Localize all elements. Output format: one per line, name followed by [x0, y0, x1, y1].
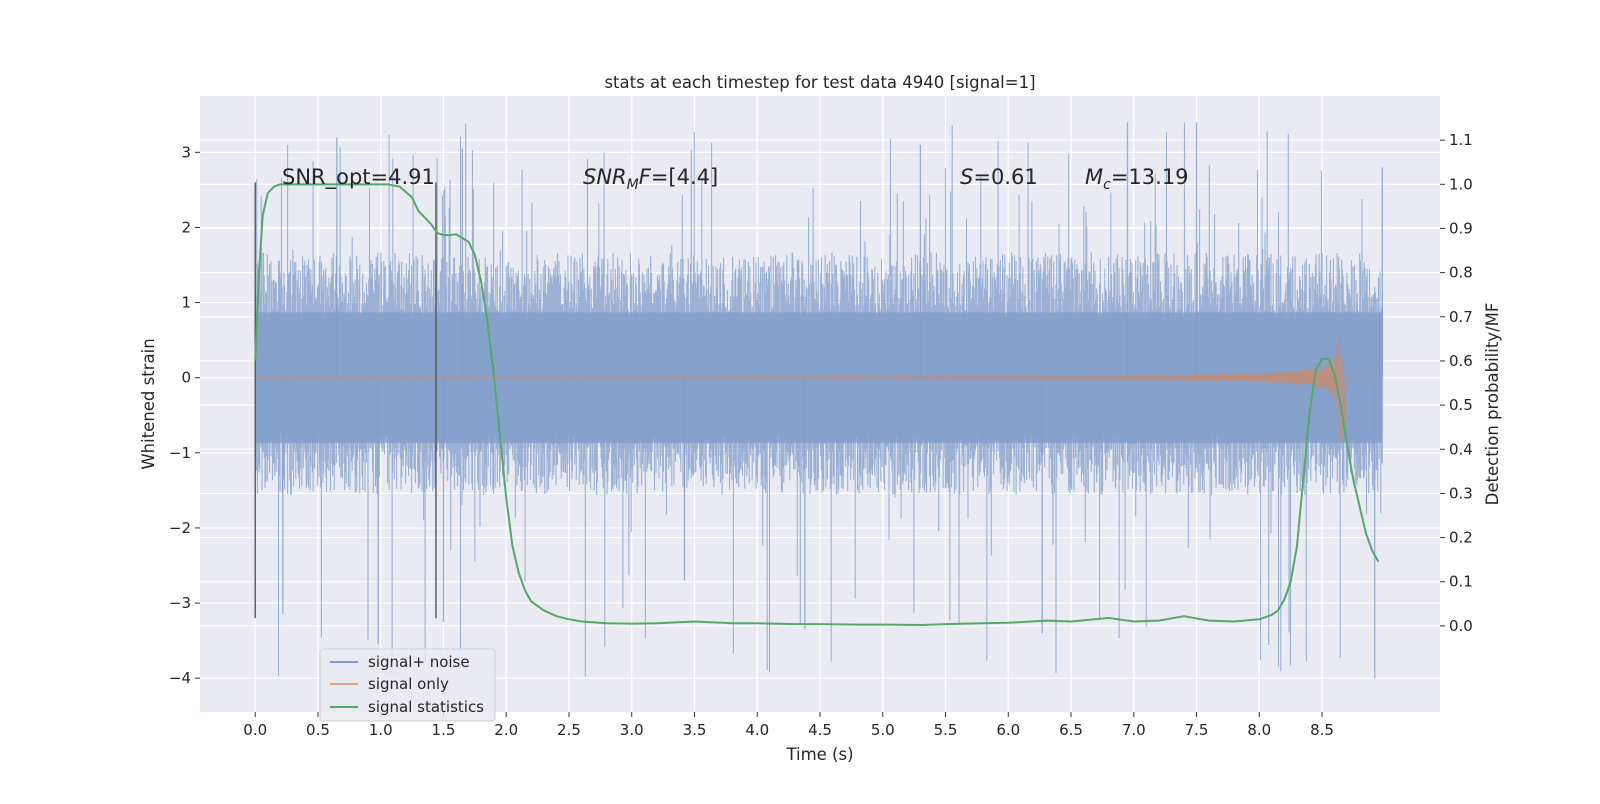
y-left-tick-label-1: 2	[181, 218, 191, 236]
x-tick-label-2: 1.0	[369, 721, 393, 739]
legend: signal+ noise signal only signal statist…	[319, 648, 496, 722]
y-right-tick-label-1: 1.0	[1449, 175, 1473, 193]
y-right-tick-label-9: 0.2	[1449, 529, 1473, 547]
y-left-tick-label-4: −1	[169, 444, 191, 462]
x-tick-label-5: 2.5	[557, 721, 581, 739]
y-right-tick-label-0: 1.1	[1449, 131, 1473, 149]
y-right-tick-label-6: 0.5	[1449, 396, 1473, 414]
axis-ticks: 0.0 0.5 1.0 1.5 2.0 2.5 3.0 3.5 4.0 4.5 5.0 5.5 6.0 6…	[169, 131, 1473, 739]
x-tick-label-8: 4.0	[745, 721, 769, 739]
y-left-tick-label-5: −2	[169, 519, 191, 537]
annotation-mc: Mc=13.19	[1085, 165, 1189, 193]
y-left-tick-label-6: −3	[169, 594, 191, 612]
y-axis-label-right: Detection probability/MF	[1483, 303, 1502, 506]
legend-box	[319, 648, 496, 722]
x-tick-label-7: 3.5	[683, 721, 707, 739]
x-axis-label: Time (s)	[785, 745, 853, 764]
x-tick-label-1: 0.5	[306, 721, 330, 739]
legend-label-signal: signal only	[368, 675, 449, 693]
x-tick-label-4: 2.0	[494, 721, 518, 739]
x-tick-label-0: 0.0	[243, 721, 267, 739]
y-right-tick-label-8: 0.3	[1449, 484, 1473, 502]
y-left-tick-label-2: 1	[181, 294, 191, 312]
annotation-s: S=0.61	[960, 165, 1038, 189]
y-right-tick-label-5: 0.6	[1449, 352, 1473, 370]
x-tick-label-6: 3.0	[620, 721, 644, 739]
y-left-tick-label-0: 3	[181, 143, 191, 161]
legend-label-noise: signal+ noise	[368, 653, 470, 671]
y-right-tick-label-2: 0.9	[1449, 219, 1473, 237]
y-right-tick-label-4: 0.7	[1449, 308, 1473, 326]
signal-statistics-line	[254, 183, 1380, 627]
x-tick-label-3: 1.5	[432, 721, 456, 739]
x-tick-label-14: 7.0	[1122, 721, 1146, 739]
legend-label-stats: signal statistics	[368, 698, 484, 716]
y-right-tick-label-11: 0.0	[1449, 617, 1473, 635]
signal-statistics-series	[254, 183, 1380, 627]
annotation-snr-opt: SNR_opt=4.91	[282, 165, 435, 190]
x-tick-label-13: 6.5	[1059, 721, 1083, 739]
x-tick-label-16: 8.0	[1247, 721, 1271, 739]
x-tick-label-15: 7.5	[1185, 721, 1209, 739]
annotations: SNR_opt=4.91 SNRMF=[4.4] S=0.61 Mc=13.19	[282, 165, 1189, 193]
y-right-tick-label-10: 0.1	[1449, 573, 1473, 591]
x-tick-label-10: 5.0	[871, 721, 895, 739]
y-left-tick-label-3: 0	[181, 369, 191, 387]
y-right-tick-label-7: 0.4	[1449, 440, 1473, 458]
x-tick-label-17: 8.5	[1310, 721, 1334, 739]
x-tick-label-9: 4.5	[808, 721, 832, 739]
y-axis-label-left: Whitened strain	[139, 338, 158, 469]
x-tick-label-11: 5.5	[934, 721, 958, 739]
x-tick-label-12: 6.0	[996, 721, 1020, 739]
y-left-tick-label-7: −4	[169, 669, 191, 687]
y-right-tick-label-3: 0.8	[1449, 264, 1473, 282]
annotation-snr-mf: SNRMF=[4.4]	[583, 165, 718, 193]
vertical-markers	[254, 182, 437, 619]
chart-title: stats at each timestep for test data 494…	[604, 73, 1035, 92]
